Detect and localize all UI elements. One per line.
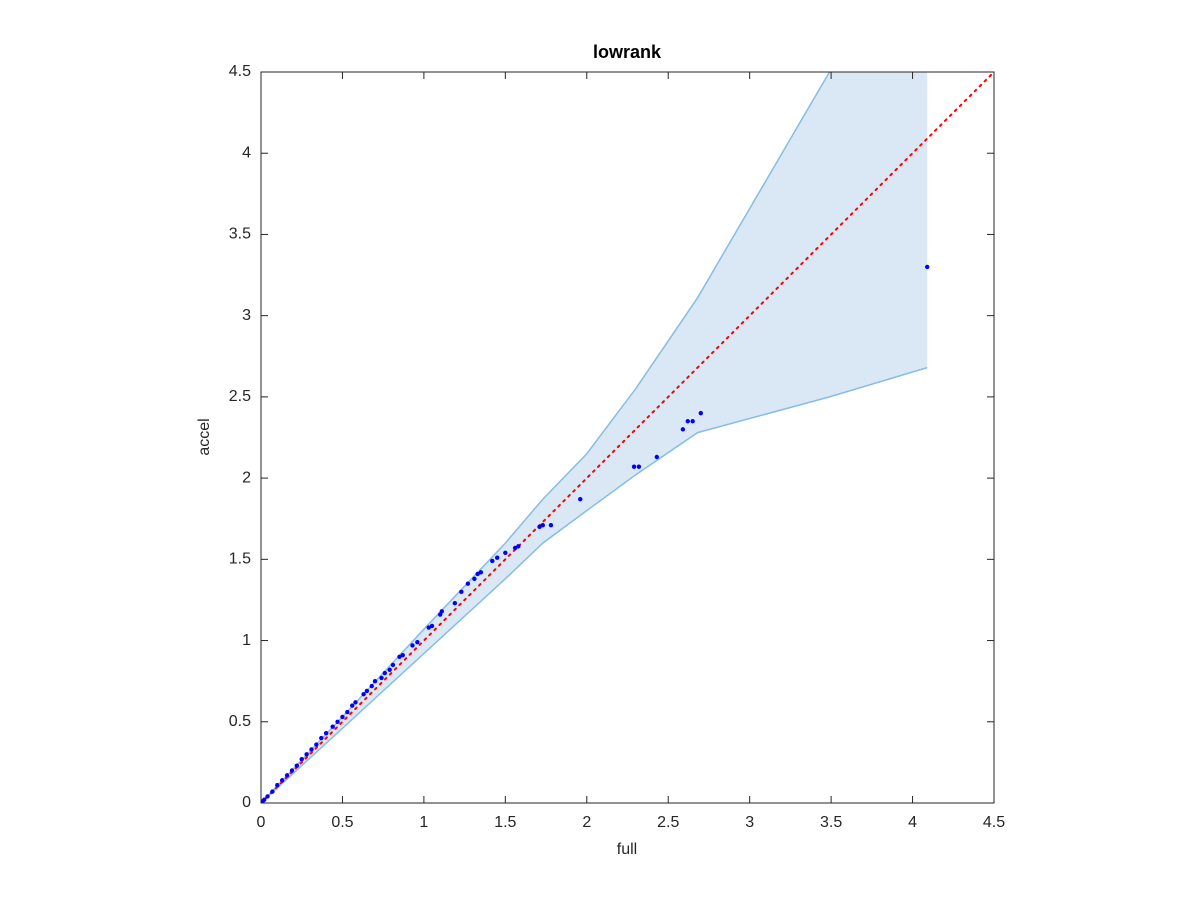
- data-point: [925, 264, 930, 270]
- data-point: [289, 768, 295, 773]
- data-point: [261, 799, 265, 803]
- data-point: [465, 581, 471, 586]
- data-point: [459, 589, 464, 595]
- data-point: [631, 464, 637, 469]
- data-point: [490, 558, 495, 564]
- data-point: [379, 675, 384, 681]
- data-point: [369, 683, 374, 689]
- x-tick-label: 3: [745, 814, 754, 831]
- data-point: [636, 464, 642, 469]
- data-point: [439, 609, 445, 614]
- data-point: [361, 691, 366, 697]
- x-tick-label: 2: [582, 814, 591, 831]
- y-axis-label: accel: [196, 418, 213, 455]
- y-tick-label: 0: [242, 794, 251, 811]
- data-point: [537, 524, 542, 530]
- data-point: [353, 700, 358, 705]
- x-tick-label: 0: [257, 814, 266, 831]
- x-tick-label: 0.5: [331, 814, 353, 831]
- chart-title: lowrank: [593, 42, 662, 62]
- data-point: [304, 752, 309, 757]
- data-point: [387, 667, 392, 672]
- data-point: [410, 643, 415, 648]
- x-tick-label: 1: [419, 814, 428, 831]
- y-tick-label: 2: [242, 469, 251, 486]
- data-point: [503, 550, 508, 556]
- data-point: [314, 742, 319, 747]
- data-point: [309, 747, 314, 752]
- confidence-band: [261, 72, 928, 803]
- data-point: [364, 688, 370, 694]
- data-point: [680, 427, 686, 432]
- data-point: [330, 724, 335, 729]
- axes-box: [260, 71, 995, 804]
- data-point: [372, 678, 378, 684]
- data-point: [400, 652, 405, 658]
- data-point: [578, 497, 583, 502]
- data-point: [340, 714, 345, 720]
- data-point: [284, 773, 290, 778]
- y-tick-label: 3: [242, 307, 251, 324]
- data-point: [323, 730, 329, 736]
- data-point: [698, 410, 703, 416]
- data-point: [397, 654, 402, 659]
- data-point: [654, 454, 660, 460]
- reference-line: [261, 72, 994, 803]
- data-point: [472, 576, 477, 582]
- data-point: [437, 612, 443, 617]
- data-point: [512, 545, 518, 551]
- data-point: [478, 570, 484, 575]
- data-point: [494, 555, 500, 560]
- y-tick-label: 3.5: [229, 226, 251, 243]
- data-point: [382, 670, 387, 676]
- data-point: [540, 523, 545, 528]
- y-tick-label: 4: [242, 144, 251, 161]
- data-point: [475, 571, 480, 577]
- y-tick-label: 4.5: [229, 63, 251, 80]
- data-point: [390, 662, 396, 668]
- data-point: [548, 523, 554, 528]
- data-point: [319, 735, 324, 741]
- data-point: [270, 789, 275, 794]
- data-point: [452, 600, 458, 606]
- x-axis-label: full: [617, 841, 637, 858]
- data-point: [426, 625, 431, 630]
- y-tick-label: 2.5: [229, 388, 251, 405]
- y-tick-label: 1: [242, 632, 251, 649]
- data-point: [265, 794, 270, 799]
- data-point: [516, 544, 521, 549]
- x-tick-label: 3.5: [820, 814, 842, 831]
- data-point: [350, 703, 355, 708]
- x-tick-label: 4: [908, 814, 917, 831]
- plot-area: [261, 72, 994, 803]
- x-tick-label: 2.5: [657, 814, 679, 831]
- y-tick-label: 0.5: [229, 713, 251, 730]
- data-point: [415, 639, 420, 645]
- data-point: [345, 709, 350, 715]
- data-point: [275, 782, 280, 788]
- x-tick-label: 4.5: [983, 814, 1005, 831]
- data-point: [294, 763, 300, 768]
- data-point: [335, 719, 340, 724]
- data-point: [279, 778, 285, 783]
- data-point: [299, 756, 304, 762]
- band-lower-edge: [261, 366, 928, 803]
- y-tick-label: 1.5: [229, 551, 251, 568]
- x-tick-label: 1.5: [494, 814, 516, 831]
- data-point: [690, 419, 695, 424]
- data-point: [685, 419, 690, 424]
- data-point: [429, 623, 435, 629]
